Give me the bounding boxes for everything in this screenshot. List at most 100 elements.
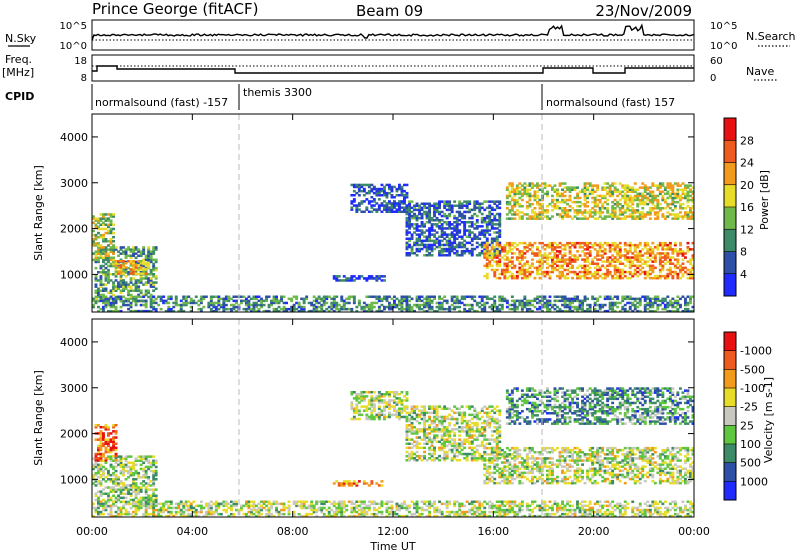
heatmap-cell: [608, 192, 612, 196]
heatmap-cell: [142, 455, 146, 458]
heatmap-cell: [440, 428, 444, 431]
heatmap-cell: [668, 256, 672, 259]
heatmap-cell: [393, 200, 396, 203]
heatmap-cell: [144, 465, 148, 469]
noise-panel: N.Sky 10^5 10^0 10^5 10^0 N.Search: [5, 19, 796, 52]
heatmap-cell: [410, 450, 414, 454]
heatmap-cell: [493, 274, 497, 278]
heatmap-cell: [578, 241, 582, 245]
heatmap-cell: [468, 252, 472, 255]
colorbar-tick-label: 16: [740, 201, 754, 214]
heatmap-cell: [104, 448, 108, 452]
heatmap-cell: [653, 297, 657, 301]
heatmap-cell: [312, 307, 316, 311]
heatmap-cell: [435, 219, 439, 222]
heatmap-cell: [423, 417, 426, 421]
heatmap-cell: [405, 191, 409, 195]
heatmap-cell: [490, 252, 494, 255]
heatmap-cell: [112, 281, 115, 284]
heatmap-cell: [463, 413, 467, 417]
heatmap-cell: [355, 210, 359, 213]
heatmap-cell: [377, 194, 381, 197]
heatmap-cell: [666, 196, 670, 200]
heatmap-cell: [390, 210, 394, 213]
heatmap-cell: [538, 213, 542, 216]
heatmap-cell: [420, 295, 424, 298]
heatmap-cell: [102, 469, 105, 473]
heatmap-cell: [360, 305, 364, 309]
heatmap-cell: [137, 273, 141, 276]
heatmap-cell: [428, 307, 431, 311]
heatmap-cell: [463, 297, 467, 301]
heatmap-cell: [405, 229, 409, 232]
heatmap-cell: [681, 274, 685, 278]
heatmap-cell: [152, 266, 156, 270]
heatmap-cell: [134, 486, 138, 489]
heatmap-cell: [490, 200, 494, 203]
heatmap-cell: [561, 299, 564, 303]
heatmap-cell: [546, 205, 549, 208]
heatmap-cell: [673, 248, 677, 251]
heatmap-cell: [485, 248, 489, 251]
heatmap-cell: [485, 249, 489, 253]
heatmap-cell: [142, 252, 146, 255]
heatmap-cell: [149, 463, 153, 467]
heatmap-cell: [127, 246, 130, 249]
heatmap-cell: [398, 200, 401, 203]
heatmap-cell: [332, 301, 336, 305]
heatmap-cell: [556, 268, 559, 272]
heatmap-cell: [493, 299, 497, 303]
heatmap-cell: [322, 303, 326, 307]
heatmap-cell: [528, 194, 532, 198]
heatmap-cell: [628, 297, 632, 301]
heatmap-cell: [355, 409, 359, 412]
heatmap-cell: [483, 233, 487, 236]
heatmap-cell: [633, 215, 637, 218]
heatmap-cell: [109, 295, 113, 298]
heatmap-cell: [152, 488, 156, 491]
heatmap-cell: [102, 227, 105, 231]
heatmap-cell: [127, 289, 130, 292]
heatmap-cell: [623, 309, 627, 313]
heatmap-cell: [137, 486, 141, 489]
heatmap-cell: [668, 270, 672, 274]
heatmap-cell: [631, 202, 635, 206]
heatmap-cell: [92, 305, 95, 309]
heatmap-cell: [107, 426, 110, 429]
heatmap-cell: [438, 446, 441, 450]
heatmap-cell: [418, 249, 421, 253]
heatmap-cell: [450, 223, 454, 226]
heatmap-cell: [578, 246, 582, 249]
heatmap-cell: [445, 434, 449, 437]
heatmap-cell: [99, 454, 103, 458]
heatmap-cell: [443, 227, 447, 230]
heatmap-cell: [583, 268, 587, 272]
heatmap-cell: [533, 196, 537, 200]
heatmap-cell: [139, 281, 143, 284]
heatmap-cell: [611, 248, 615, 251]
heatmap-cell: [167, 305, 171, 309]
heatmap-cell: [586, 241, 589, 245]
heatmap-cell: [460, 249, 464, 253]
heatmap-cell: [618, 246, 622, 249]
heatmap-cell: [598, 211, 602, 214]
heatmap-cell: [285, 309, 288, 313]
heatmap-cell: [420, 247, 424, 251]
heatmap-cell: [523, 256, 527, 259]
heatmap-cell: [485, 254, 489, 257]
heatmap-cell: [295, 307, 299, 311]
heatmap-cell: [573, 196, 577, 200]
heatmap-cell: [119, 252, 123, 255]
heatmap-cell: [643, 299, 647, 303]
heatmap-cell: [628, 270, 632, 274]
heatmap-cell: [147, 476, 151, 479]
heatmap-cell: [513, 211, 517, 214]
heatmap-cell: [523, 246, 527, 249]
cpid-segment-3: normalsound (fast) 157: [546, 96, 675, 109]
heatmap-cell: [139, 303, 143, 307]
heatmap-cell: [500, 297, 504, 301]
heatmap-cell: [97, 260, 100, 264]
heatmap-cell: [553, 246, 557, 249]
heatmap-cell: [428, 227, 431, 230]
heatmap-cell: [147, 260, 151, 264]
